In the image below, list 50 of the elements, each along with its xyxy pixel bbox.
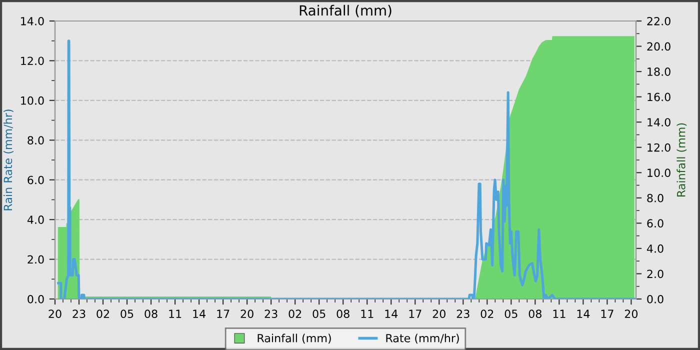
y2-tick-label: 0.0 <box>647 294 664 304</box>
legend-label: Rate (mm/hr) <box>386 334 459 344</box>
x-tick-label: 08 <box>336 310 350 318</box>
x-tick-label: 20 <box>432 310 446 318</box>
x-tick-label: 17 <box>217 310 230 318</box>
x-tick-label: 14 <box>577 310 590 318</box>
x-tick-label: 11 <box>553 310 566 318</box>
x-tick-label: 05 <box>504 310 518 318</box>
y2-tick-label: 18.0 <box>648 68 670 76</box>
y-axis-title: Rain Rate (mm/hr) <box>4 110 14 210</box>
y2-tick-label: 10.0 <box>648 168 670 178</box>
x-tick-label: 08 <box>528 310 542 318</box>
y-tick-label: 8.0 <box>28 136 44 145</box>
y2-tick-label: 12.0 <box>648 143 670 152</box>
y-tick-label: 14.0 <box>21 16 44 26</box>
y-tick-label: 10.0 <box>21 96 44 105</box>
y-tick-label: 6.0 <box>28 176 44 184</box>
x-tick-label: 05 <box>312 310 326 318</box>
x-tick-label: 02 <box>96 310 109 318</box>
x-tick-label: 23 <box>72 310 86 318</box>
x-tick-label: 20 <box>624 310 638 318</box>
x-tick-label: 14 <box>385 310 398 318</box>
y2-tick-label: 4.0 <box>646 244 664 253</box>
x-tick-label: 08 <box>144 310 158 318</box>
y2-tick-label: 2.0 <box>647 270 664 278</box>
x-tick-label: 17 <box>409 310 422 318</box>
y-tick-label: 4.0 <box>27 216 44 224</box>
y-tick-label: 0.0 <box>28 294 44 304</box>
y2-tick-label: 8.0 <box>647 194 664 202</box>
x-tick-label: 02 <box>288 310 302 318</box>
y2-tick-label: 6.0 <box>647 219 664 228</box>
x-tick-label: 11 <box>169 310 182 318</box>
x-tick-label: 14 <box>193 310 206 318</box>
x-tick-label: 20 <box>240 310 254 318</box>
x-tick-label: 02 <box>480 310 494 318</box>
x-tick-label: 17 <box>601 310 614 318</box>
x-tick-label: 23 <box>456 310 470 318</box>
y2-tick-label: 20.0 <box>647 42 670 51</box>
legend-label: Rainfall (mm) <box>258 334 331 344</box>
y-tick-label: 12.0 <box>21 56 44 66</box>
x-tick-label: 11 <box>361 310 374 318</box>
y2-tick-label: 16.0 <box>648 92 670 102</box>
y2-tick-label: 22.0 <box>647 16 670 26</box>
x-tick-label: 05 <box>120 310 134 318</box>
y2-tick-label: 14.0 <box>648 118 670 126</box>
y-tick-label: 2.0 <box>28 255 44 264</box>
x-tick-label: 23 <box>264 310 278 318</box>
chart-title: Rainfall (mm) <box>300 4 392 18</box>
y2-axis-title: Rainfall (mm) <box>676 123 687 196</box>
x-tick-label: 20 <box>48 310 62 318</box>
